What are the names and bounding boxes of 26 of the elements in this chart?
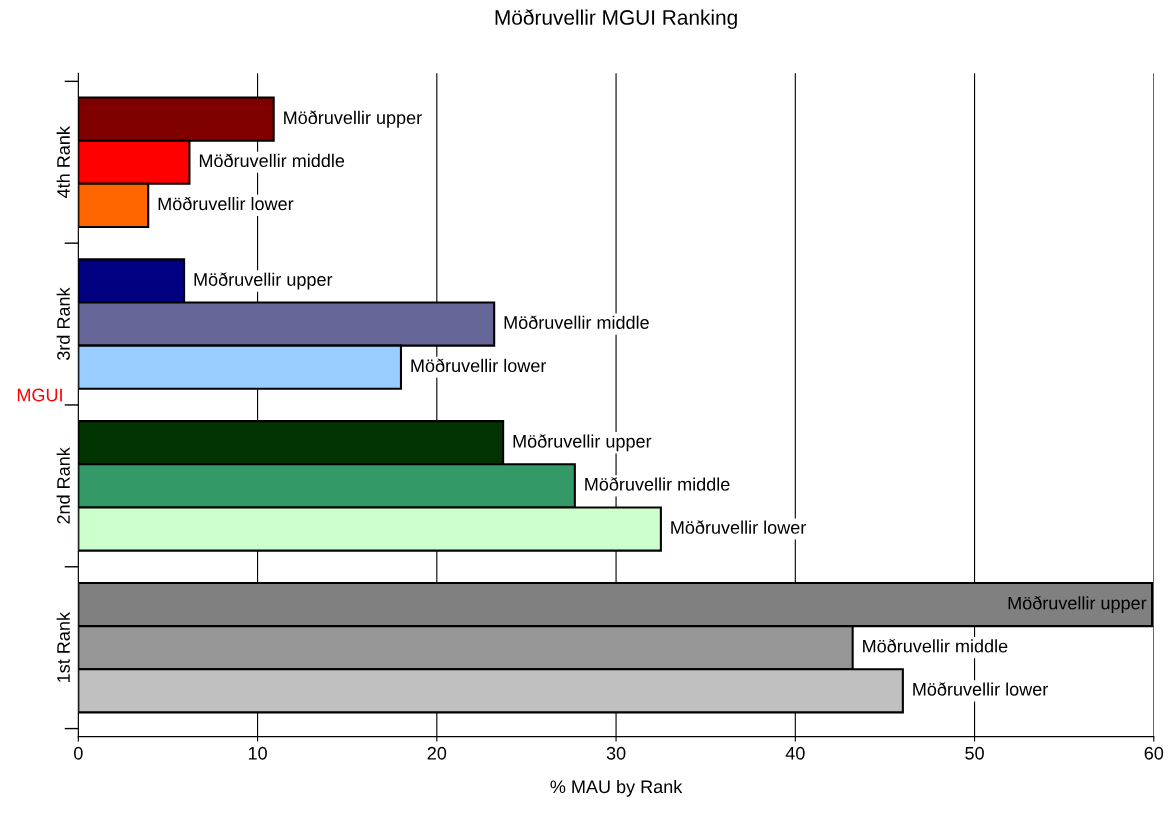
y-tick-label: 4th Rank: [56, 126, 70, 198]
text: Möðruvellir lower: [158, 196, 294, 211]
text: Möðruvellir middle: [504, 315, 649, 329]
series-label: Möðruvellir lower: [913, 682, 1048, 696]
series-label: Möðruvellir upper: [1008, 595, 1147, 614]
text: Möðruvellir lower: [411, 358, 547, 373]
x-tick-label: 40: [785, 746, 805, 760]
y-tick-label: 3rd Rank: [56, 287, 70, 360]
text: Möðruvellir lower: [671, 520, 806, 534]
chart-title: Möðruvellir MGUI Ranking: [495, 9, 737, 29]
y-tick-label: 1st Rank: [56, 612, 70, 682]
text: Möðruvellir upper: [284, 110, 422, 128]
y-tick-label: 2nd Rank: [56, 447, 70, 524]
x-axis-title: % MAU by Rank: [550, 779, 683, 797]
series-label: Möðruvellir middle: [585, 477, 730, 491]
x-tick-label: 0: [74, 746, 83, 760]
x-tick-label: 20: [427, 746, 447, 760]
x-tick-label: 60: [1144, 746, 1164, 760]
text: Möðruvellir middle: [863, 639, 1008, 653]
y-axis-title: MGUI: [17, 388, 62, 402]
text: Möðruvellir upper: [194, 272, 333, 290]
x-tick-label: 10: [248, 746, 267, 760]
text: Möðruvellir upper: [513, 434, 652, 452]
x-tick-label: 50: [965, 746, 984, 760]
text: Möðruvellir middle: [199, 153, 345, 168]
x-tick-label: 30: [606, 746, 626, 760]
